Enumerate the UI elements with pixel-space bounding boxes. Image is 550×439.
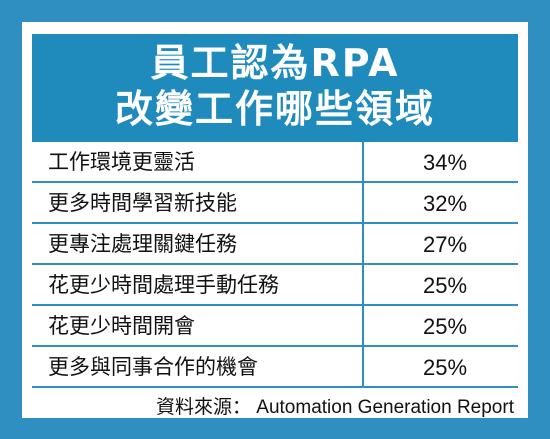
row-value: 34% xyxy=(422,150,468,175)
row-value: 25% xyxy=(422,273,468,298)
row-label: 更多時間學習新技能 xyxy=(48,191,237,215)
row-label: 花更少時間處理手動任務 xyxy=(48,273,279,297)
column-divider xyxy=(362,142,364,388)
row-value: 25% xyxy=(422,355,468,380)
row-label: 工作環境更靈活 xyxy=(48,150,195,174)
table-row: 更多與同事合作的機會 25% xyxy=(32,347,518,388)
row-label: 更專注處理關鍵任務 xyxy=(48,232,237,256)
table-card: 員工認為RPA 改變工作哪些領域 工作環境更靈活 34% 更多時間學習新技能 3… xyxy=(22,22,528,418)
source-note: 資料來源： Automation Generation Report xyxy=(156,397,514,418)
row-value: 32% xyxy=(422,191,468,216)
row-value: 27% xyxy=(422,232,468,257)
title-line-1: 員工認為RPA xyxy=(150,41,400,85)
title-line-2: 改變工作哪些領域 xyxy=(114,87,435,131)
row-label: 更多與同事合作的機會 xyxy=(48,355,258,379)
row-label: 花更少時間開會 xyxy=(48,314,195,338)
row-value: 25% xyxy=(422,314,468,339)
data-table: 工作環境更靈活 34% 更多時間學習新技能 32% 更專注處理關鍵任務 27% … xyxy=(32,142,518,388)
title-band: 員工認為RPA 改變工作哪些領域 xyxy=(32,34,518,142)
table-row: 花更少時間開會 25% xyxy=(32,306,518,347)
table-row: 工作環境更靈活 34% xyxy=(32,142,518,183)
table-row: 花更少時間處理手動任務 25% xyxy=(32,265,518,306)
table-row: 更多時間學習新技能 32% xyxy=(32,183,518,224)
table-row: 更專注處理關鍵任務 27% xyxy=(32,224,518,265)
